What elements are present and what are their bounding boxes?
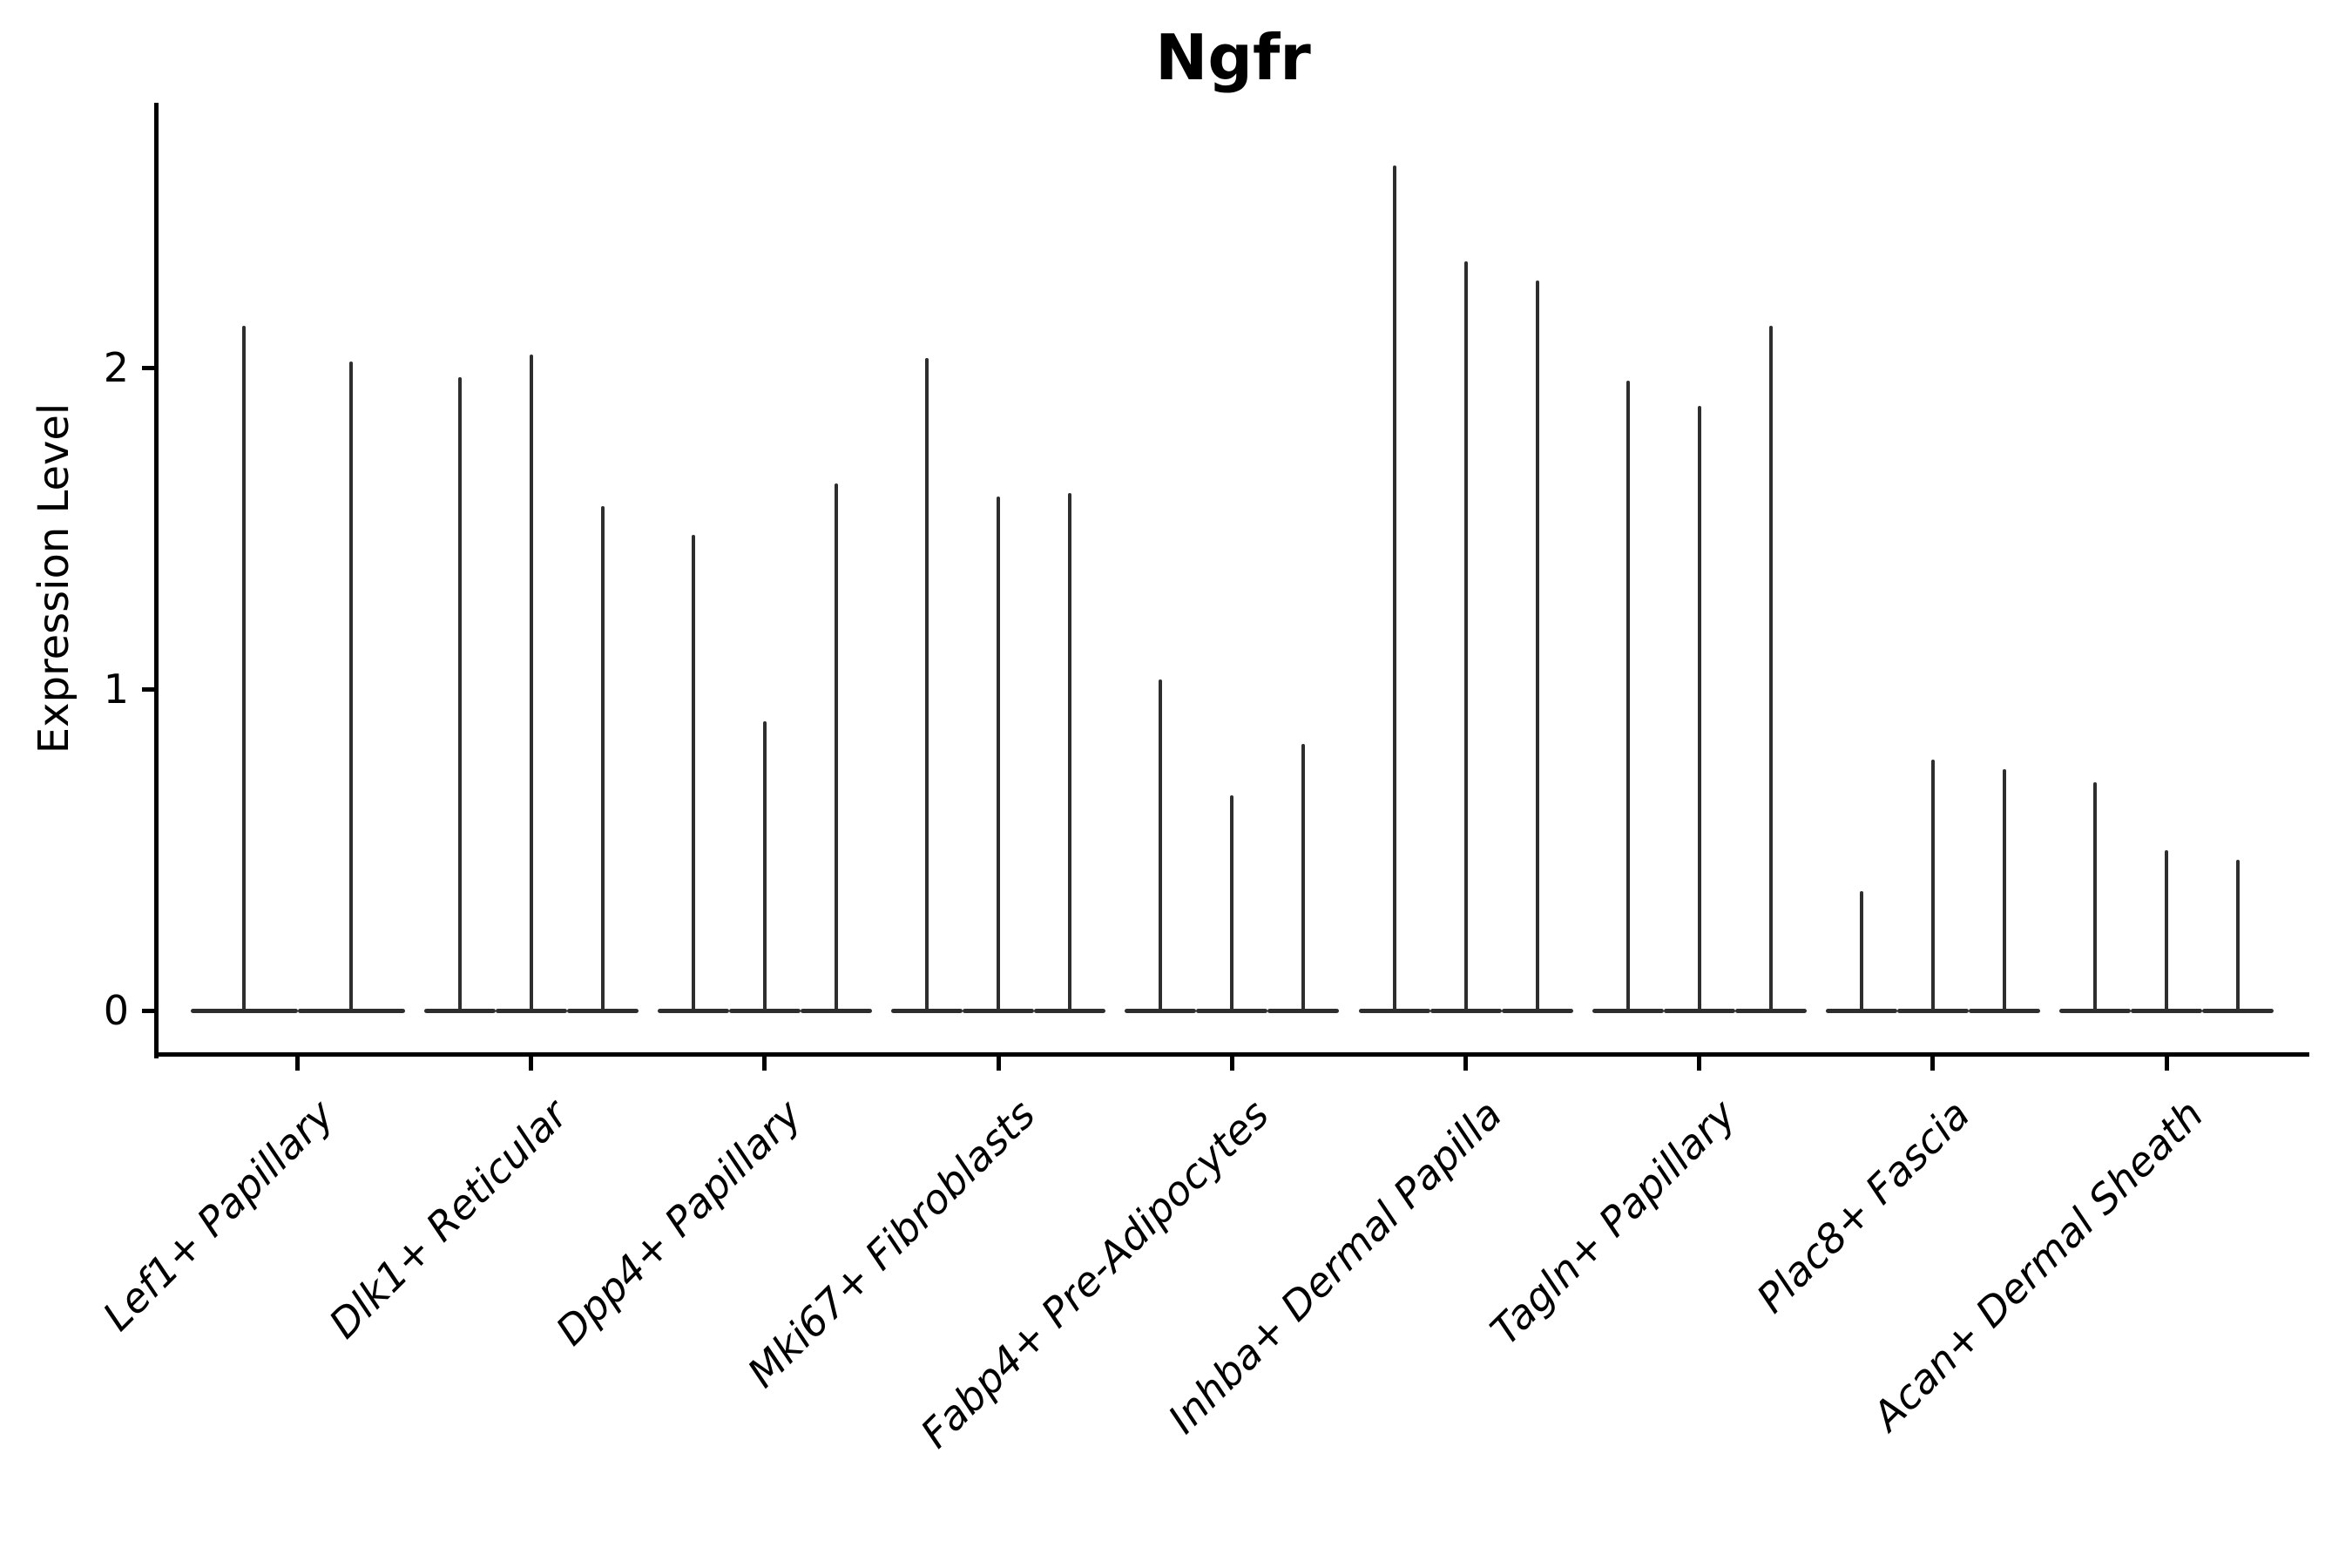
x-tick-label: Lef1+ Papillary <box>93 1091 343 1340</box>
violin-spike <box>925 357 929 1012</box>
violin-spike <box>1159 679 1163 1012</box>
x-tick-mark <box>996 1056 1001 1071</box>
x-tick-mark <box>1229 1056 1234 1071</box>
violin-spike <box>1463 261 1468 1012</box>
violin-spike <box>1859 891 1863 1012</box>
violin-spike <box>1535 280 1539 1012</box>
violin-spike <box>242 326 246 1012</box>
y-axis-spine <box>154 103 159 1058</box>
violin-spike <box>349 361 353 1012</box>
x-tick-label: Dpp4+ Papillary <box>546 1091 811 1355</box>
x-tick-mark <box>1463 1056 1468 1071</box>
y-tick-mark <box>142 686 156 692</box>
violin-spike <box>1392 165 1396 1012</box>
violin-spike <box>2236 859 2240 1012</box>
violin-spike <box>1625 380 1630 1012</box>
y-tick-label: 0 <box>103 987 129 1034</box>
violin-spike <box>1697 406 1701 1012</box>
violin-spike <box>834 483 838 1012</box>
violin-spike <box>997 496 1001 1012</box>
x-tick-mark <box>295 1056 300 1071</box>
violin-spike <box>762 720 767 1012</box>
violin-spike <box>1230 794 1234 1012</box>
violin-spike <box>2002 769 2006 1012</box>
chart-title: Ngfr <box>1155 21 1311 94</box>
x-axis-spine <box>154 1052 2309 1057</box>
x-tick-label: Dlk1+ Reticular <box>320 1091 577 1348</box>
violin-spike <box>600 505 605 1012</box>
y-tick-mark <box>142 1008 156 1013</box>
x-tick-mark <box>1697 1056 1702 1071</box>
x-tick-mark <box>529 1056 534 1071</box>
x-tick-label: Plac8+ Fascia <box>1747 1091 1979 1322</box>
y-tick-mark <box>142 365 156 370</box>
violin-spike <box>1068 492 1072 1012</box>
violin-spike <box>691 534 695 1012</box>
violin-spike <box>1301 743 1306 1012</box>
x-tick-label: Tagln+ Papillary <box>1481 1091 1745 1355</box>
violin-spike <box>457 377 462 1012</box>
violin-spike <box>2165 849 2169 1012</box>
y-tick-label: 1 <box>103 666 129 713</box>
violin-spike <box>1768 326 1773 1012</box>
violin-spike <box>2093 782 2098 1012</box>
y-tick-label: 2 <box>103 344 129 391</box>
x-tick-mark <box>762 1056 767 1071</box>
x-tick-mark <box>1930 1056 1936 1071</box>
violin-spike <box>529 355 533 1012</box>
x-tick-mark <box>2164 1056 2169 1071</box>
violin-spike <box>1930 760 1935 1012</box>
